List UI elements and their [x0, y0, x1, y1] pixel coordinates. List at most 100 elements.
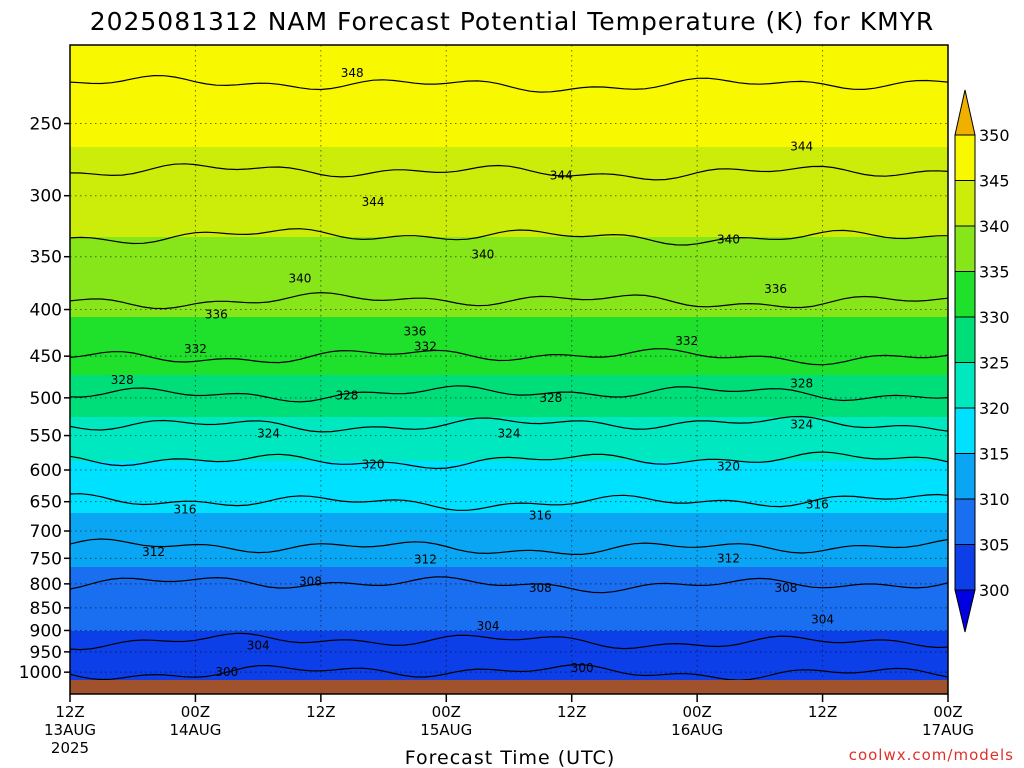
fill-band	[70, 567, 948, 570]
fill-band	[70, 115, 948, 118]
fill-band	[70, 395, 948, 398]
fill-band	[70, 557, 948, 560]
fill-band	[70, 571, 948, 574]
fill-band	[70, 641, 948, 644]
fill-band	[70, 635, 948, 638]
contour-label: 328	[790, 376, 813, 390]
fill-band	[70, 555, 948, 558]
fill-band	[70, 351, 948, 354]
fill-band	[70, 625, 948, 628]
fill-band	[70, 235, 948, 238]
fill-band	[70, 213, 948, 216]
fill-band	[70, 481, 948, 484]
fill-band	[70, 383, 948, 386]
fill-band	[70, 585, 948, 588]
fill-band	[70, 479, 948, 482]
fill-band	[70, 421, 948, 424]
fill-band	[70, 201, 948, 204]
fill-band	[70, 103, 948, 106]
fill-band	[70, 123, 948, 126]
fill-band	[70, 525, 948, 528]
fill-band	[70, 301, 948, 304]
fill-band	[70, 541, 948, 544]
fill-band	[70, 229, 948, 232]
fill-band	[70, 509, 948, 512]
credit-link[interactable]: coolwx.com/models	[849, 746, 1014, 764]
fill-band	[70, 429, 948, 432]
fill-band	[70, 423, 948, 426]
fill-band	[70, 197, 948, 200]
fill-band	[70, 109, 948, 112]
fill-band	[70, 483, 948, 486]
fill-band	[70, 47, 948, 50]
fill-band	[70, 209, 948, 212]
fill-band	[70, 519, 948, 522]
fill-band	[70, 145, 948, 148]
fill-band	[70, 449, 948, 452]
fill-band	[70, 601, 948, 604]
fill-band	[70, 373, 948, 376]
fill-band	[70, 171, 948, 174]
fill-band	[70, 341, 948, 344]
fill-band	[70, 107, 948, 110]
contour-line	[70, 348, 948, 366]
fill-band	[70, 575, 948, 578]
fill-band	[70, 375, 948, 378]
contour-label: 312	[717, 551, 740, 565]
contour-label: 328	[111, 373, 134, 387]
fill-band	[70, 507, 948, 510]
fill-band	[70, 151, 948, 154]
fill-band	[70, 673, 948, 676]
fill-band	[70, 353, 948, 356]
fill-band	[70, 59, 948, 62]
colorbar-label: 325	[979, 354, 1010, 373]
contour-line	[70, 632, 948, 651]
fill-band	[70, 225, 948, 228]
fill-band	[70, 645, 948, 648]
contour-label: 340	[288, 272, 311, 286]
fill-band	[70, 167, 948, 170]
fill-band	[70, 497, 948, 500]
fill-band	[70, 259, 948, 262]
fill-band	[70, 141, 948, 144]
fill-band	[70, 297, 948, 300]
fill-band	[70, 221, 948, 224]
fill-band	[70, 73, 948, 76]
fill-band	[70, 619, 948, 622]
fill-band	[70, 87, 948, 90]
contour-label: 336	[764, 282, 787, 296]
y-tick-label: 950	[30, 643, 62, 663]
fill-band	[70, 441, 948, 444]
x-axis-label: Forecast Time (UTC)	[405, 747, 615, 768]
fill-band	[70, 389, 948, 392]
fill-band	[70, 649, 948, 652]
fill-band	[70, 473, 948, 476]
contour-label: 324	[257, 426, 280, 440]
fill-band	[70, 581, 948, 584]
fill-band	[70, 195, 948, 198]
fill-band	[70, 485, 948, 488]
fill-band	[70, 219, 948, 222]
fill-band	[70, 309, 948, 312]
grid-lines	[70, 45, 948, 680]
fill-band	[70, 199, 948, 202]
fill-band	[70, 357, 948, 360]
contour-label: 344	[550, 168, 573, 182]
contour-line	[70, 576, 948, 594]
fill-band	[70, 355, 948, 358]
colorbar-max-arrow	[954, 89, 976, 136]
fill-band	[70, 491, 948, 494]
fill-band	[70, 399, 948, 402]
x-tick-year-label: 2025	[51, 739, 89, 757]
fill-band	[70, 471, 948, 474]
colorbar-label: 300	[979, 581, 1010, 600]
y-tick-label: 500	[30, 389, 62, 409]
fill-band	[70, 257, 948, 260]
fill-band	[70, 413, 948, 416]
colorbar-band	[954, 498, 976, 545]
fill-band	[70, 371, 948, 374]
fill-band	[70, 607, 948, 610]
fill-band	[70, 469, 948, 472]
y-tick-label: 400	[30, 301, 62, 321]
fill-band	[70, 627, 948, 630]
